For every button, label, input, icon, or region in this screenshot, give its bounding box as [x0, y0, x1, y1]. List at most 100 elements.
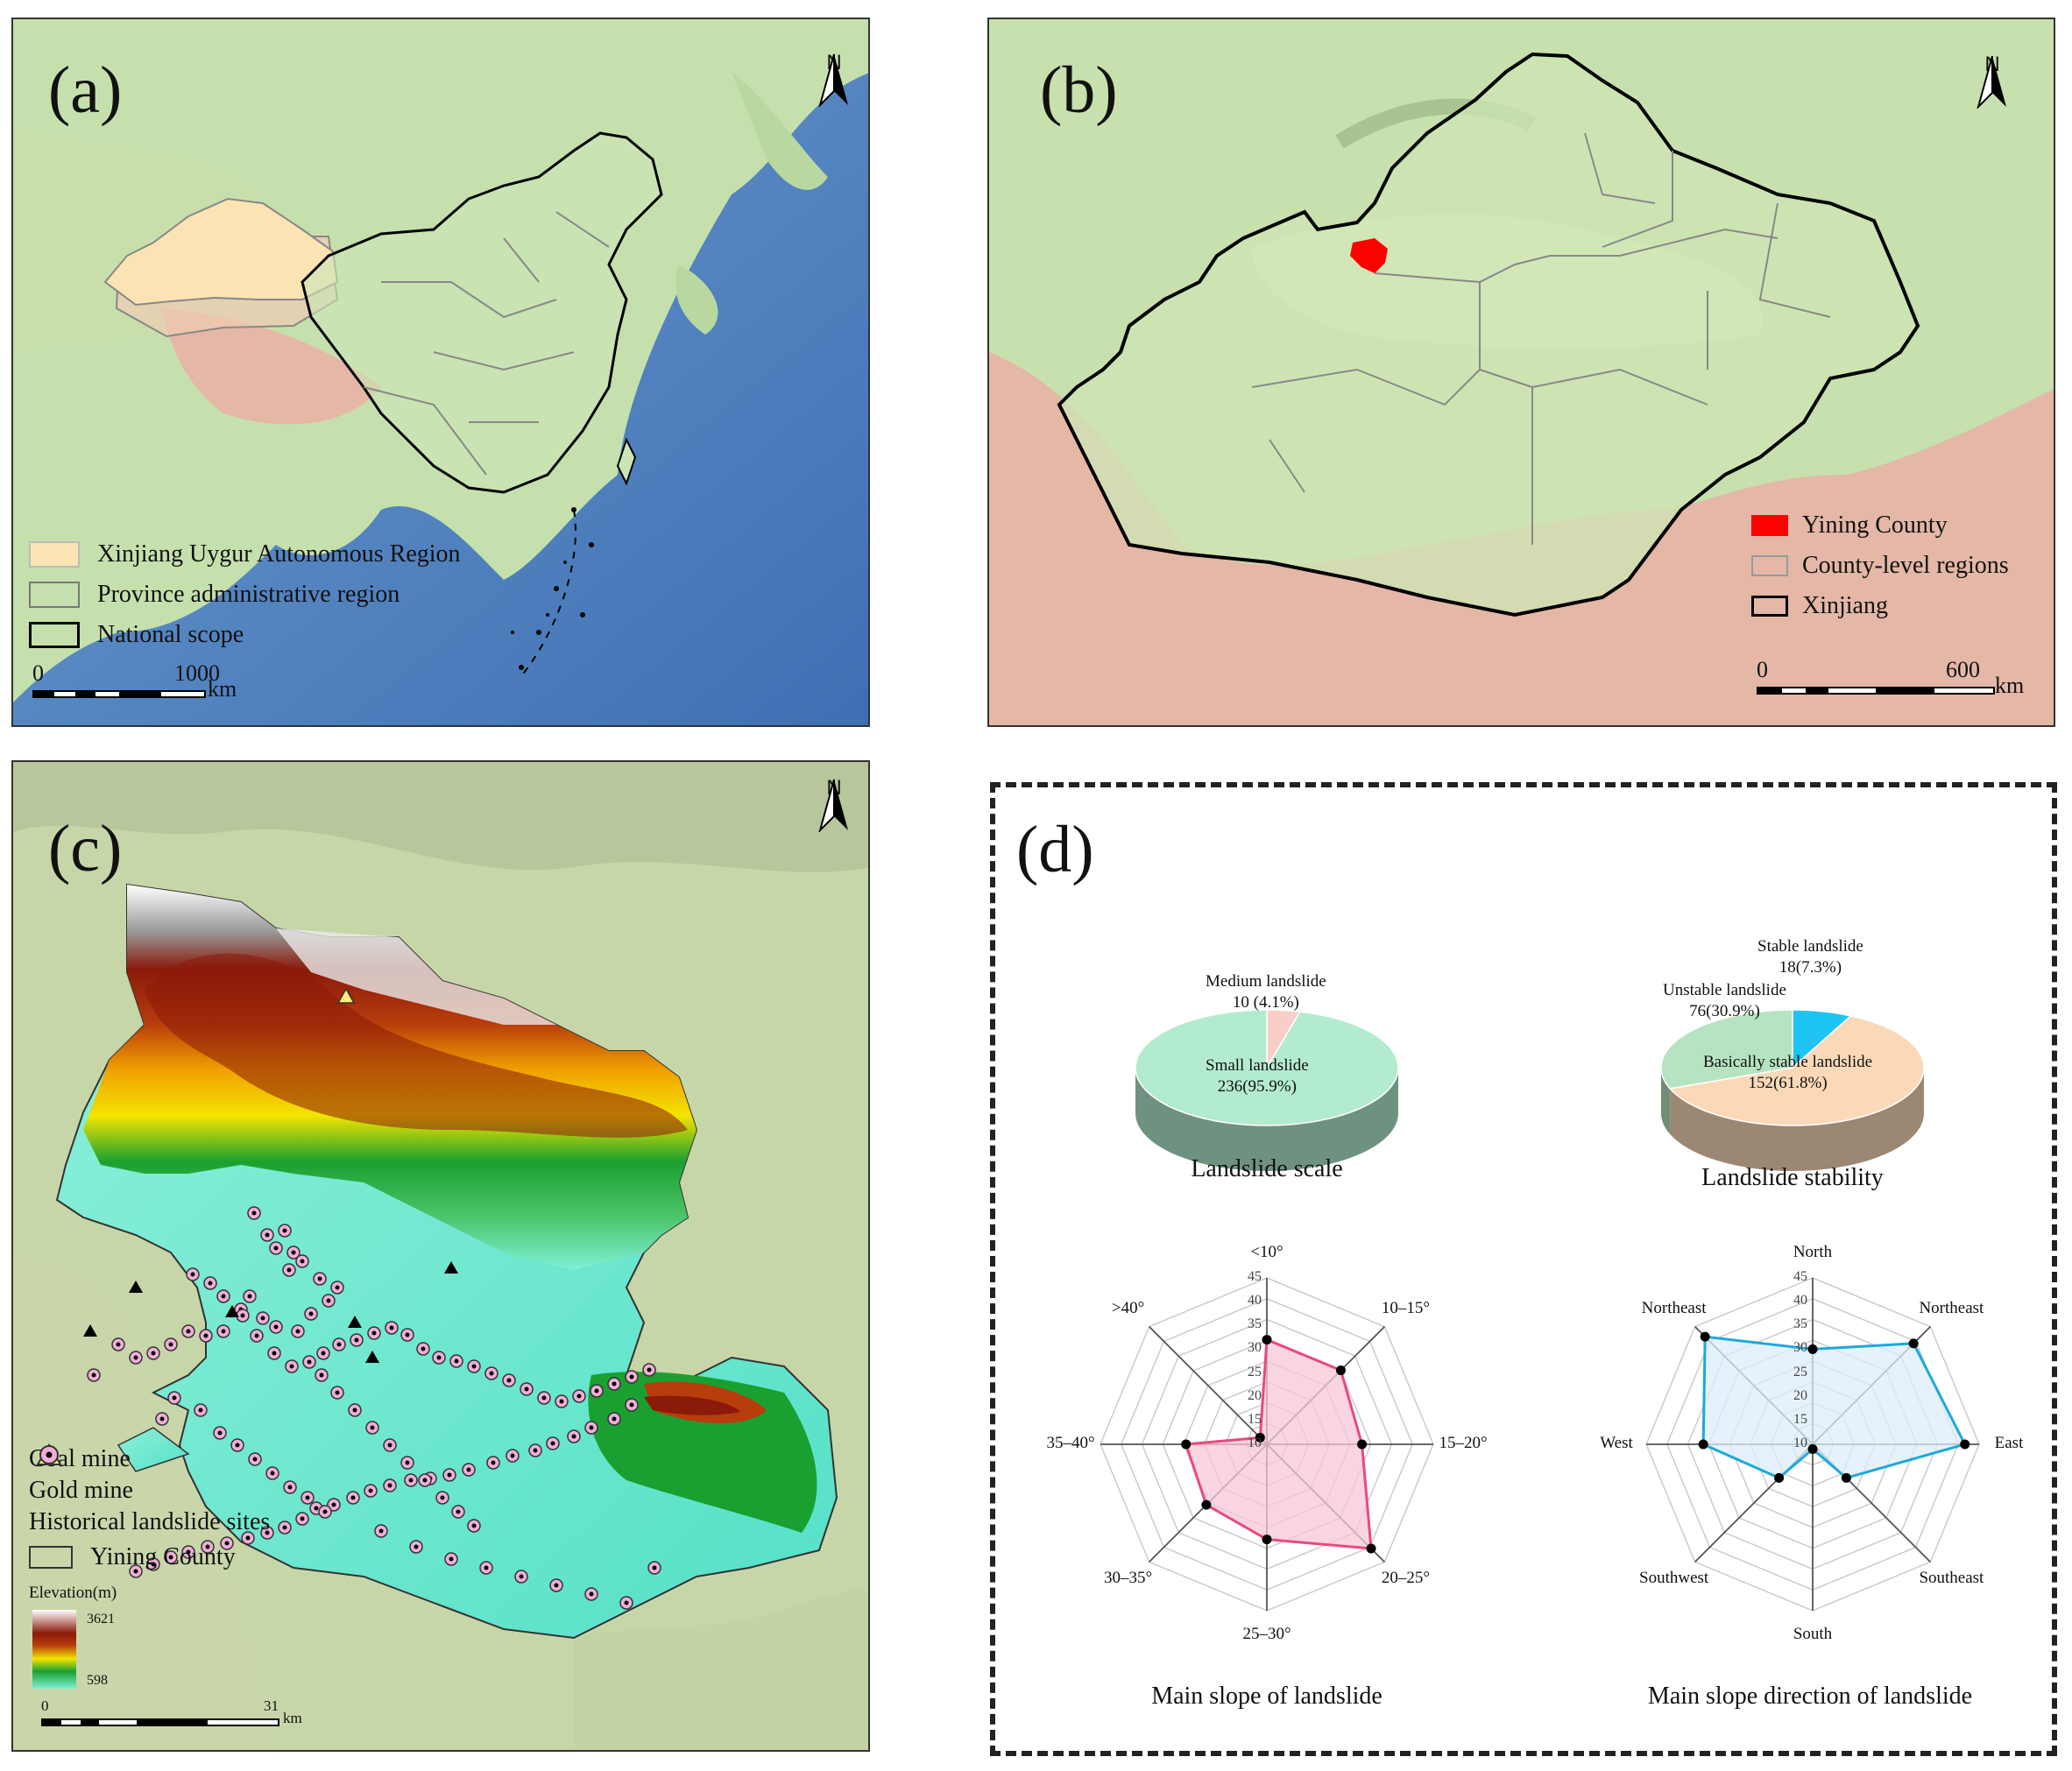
landslide-site-marker	[295, 1254, 309, 1268]
pie-side-wall	[1661, 1068, 1671, 1134]
radar-point	[1841, 1472, 1851, 1483]
landslide-site-marker	[313, 1272, 327, 1286]
pie-slice-label: Unstable landslide 76(30.9%)	[1663, 980, 1786, 1022]
landslide-site-marker	[164, 1550, 178, 1564]
landslide-site-marker	[647, 1561, 661, 1575]
legend-item: Coal mine	[29, 1443, 270, 1475]
landslide-site-marker	[186, 1267, 200, 1281]
landslide-site-marker	[248, 1452, 262, 1466]
landslide-site-marker	[467, 1359, 481, 1373]
elevation-max: 3621	[87, 1612, 115, 1626]
landslide-site-marker	[220, 1536, 234, 1550]
legend-label: Province administrative region	[97, 581, 400, 608]
map-panel-china: (a) N Xinjiang Uygur Autonomous Region P…	[11, 18, 870, 727]
landslide-site-marker	[243, 1289, 257, 1303]
landslide-site-marker	[383, 1438, 397, 1452]
coal-mine-marker	[225, 1305, 239, 1317]
landslide-site-marker	[241, 1531, 255, 1545]
radar-point	[1698, 1439, 1708, 1450]
pie-slice	[1660, 1009, 1793, 1090]
landslide-site-marker	[404, 1473, 418, 1487]
landslide-site-marker	[467, 1519, 481, 1533]
panel-label-b: (b)	[1040, 53, 1118, 127]
landslide-site-marker	[449, 1354, 463, 1368]
radar-point	[1201, 1499, 1212, 1510]
landslide-site-marker	[642, 1363, 656, 1377]
pie-slice-label: Stable landslide 18(7.3%)	[1757, 936, 1863, 978]
mine-sites-layer	[83, 987, 458, 1363]
radar-tick-label: 20	[1248, 1387, 1262, 1403]
landslide-site-marker	[332, 1337, 346, 1351]
scale-end: 600	[1946, 657, 1980, 682]
radar-category-label: West	[1600, 1434, 1633, 1452]
landslide-site-marker	[146, 1557, 160, 1571]
landslide-site-marker	[484, 1366, 499, 1380]
legend-item: Gold mine	[29, 1443, 270, 1506]
radar-category-label: 15–20°	[1439, 1434, 1488, 1452]
landslide-site-marker	[330, 1281, 344, 1295]
north-arrow-icon	[818, 779, 848, 832]
pie-side-wall	[1670, 1068, 1924, 1171]
landslide-site-marker	[164, 1337, 178, 1351]
landslide-site-marker	[400, 1456, 414, 1470]
landslide-site-marker	[506, 1449, 520, 1463]
north-arrow: N	[1975, 54, 2010, 109]
landslide-site-marker	[155, 1412, 169, 1426]
radar-tick-label: 30	[1248, 1340, 1262, 1356]
landslide-site-marker	[111, 1337, 125, 1351]
legend-swatch	[29, 541, 80, 568]
radar-series	[1701, 1335, 1967, 1480]
landslide-site-marker	[567, 1429, 581, 1443]
landslide-site-marker	[520, 1382, 534, 1396]
pie-slice-label: Basically stable landslide 152(61.8%)	[1703, 1052, 1872, 1094]
legend-label: County-level regions	[1802, 552, 2009, 579]
scale-bar-graphic	[1757, 687, 1995, 695]
landslide-site-marker	[590, 1384, 604, 1398]
landslide-site-marker	[451, 1505, 465, 1519]
landslide-site-marker	[350, 1333, 364, 1347]
landslide-site-marker	[283, 1480, 297, 1494]
radar-tick-label: 45	[1793, 1269, 1807, 1284]
landslide-site-marker	[432, 1351, 446, 1365]
landslide-site-marker	[549, 1578, 563, 1592]
landslide-site-marker	[194, 1403, 208, 1417]
gold-mine-marker	[336, 987, 356, 1004]
legend-label: Xinjiang	[1802, 592, 1888, 619]
radar-tick-label: 25	[1793, 1364, 1807, 1379]
landslide-site-marker	[87, 1368, 101, 1382]
landslide-site-marker	[486, 1456, 500, 1470]
chart-title: Landslide scale	[1191, 1155, 1343, 1182]
landslide-site-marker	[555, 1394, 569, 1408]
slice-name: Basically stable landslide	[1703, 1053, 1873, 1071]
landslide-site-marker	[444, 1552, 458, 1566]
radar-tick-label: 15	[1248, 1411, 1262, 1427]
landslide-site-marker	[435, 1491, 449, 1505]
landslide-site-marker	[607, 1377, 621, 1391]
landslide-site-marker	[269, 1320, 283, 1334]
landslide-site-marker	[462, 1463, 476, 1477]
legend-item: National scope	[29, 615, 461, 655]
pie-slice-label: Small landslide 236(95.9%)	[1206, 1055, 1309, 1097]
landslide-site-marker	[400, 1328, 414, 1342]
landslide-site-marker	[295, 1512, 309, 1526]
radar-category-label: East	[1994, 1434, 2024, 1452]
landslide-site-marker	[199, 1329, 213, 1343]
panel-label-c: (c)	[48, 812, 123, 886]
slice-name: Medium landslide	[1206, 972, 1326, 991]
elevation-min: 598	[87, 1673, 108, 1688]
landslide-site-marker	[479, 1561, 493, 1575]
legend-item: Historical landslide sites	[29, 1445, 270, 1538]
radar-point	[1960, 1439, 1970, 1450]
landslide-site-marker	[236, 1309, 250, 1323]
radar-category-label: Northeast	[1919, 1298, 1984, 1317]
legend-label: Yining County	[90, 1543, 236, 1570]
landslide-site-marker	[322, 1294, 336, 1308]
slope-direction-radar	[1645, 1277, 1980, 1612]
landslide-site-marker	[269, 1241, 283, 1255]
landslide-site-marker	[584, 1587, 598, 1601]
landslide-site-marker	[301, 1491, 315, 1505]
landslide-site-marker	[364, 1484, 378, 1498]
chart-title: Main slope of landslide	[1151, 1683, 1383, 1710]
legend-label: Gold mine	[29, 1477, 133, 1504]
radar-tick-label: 40	[1793, 1293, 1807, 1309]
